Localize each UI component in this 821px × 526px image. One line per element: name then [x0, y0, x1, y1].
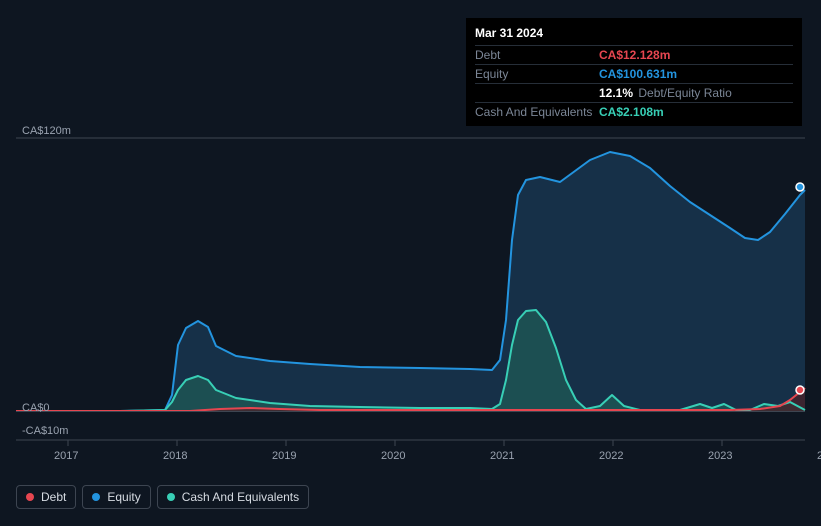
tooltip-row-label: Debt — [475, 48, 599, 62]
tooltip-row-value: CA$100.631m — [599, 67, 677, 81]
legend-dot-icon — [167, 493, 175, 501]
tooltip: Mar 31 2024 DebtCA$12.128mEquityCA$100.6… — [466, 18, 802, 126]
x-axis-label: 2017 — [54, 450, 78, 462]
chart-container: CA$120m CA$0 -CA$10m 2017 2018 2019 2020 202… — [0, 0, 821, 526]
tooltip-row-suffix: Debt/Equity Ratio — [635, 86, 732, 100]
tooltip-row-value: CA$12.128m — [599, 48, 670, 62]
tooltip-row: Cash And EquivalentsCA$2.108m — [475, 102, 793, 121]
y-axis-label-bottom: -CA$10m — [22, 425, 68, 437]
tooltip-row-value: CA$2.108m — [599, 105, 664, 119]
y-axis-label-top: CA$120m — [22, 125, 71, 137]
legend-item-label: Cash And Equivalents — [182, 490, 299, 504]
legend-dot-icon — [26, 493, 34, 501]
x-axis-label: 2023 — [708, 450, 732, 462]
legend: Debt Equity Cash And Equivalents — [16, 485, 309, 509]
tooltip-row-label: Cash And Equivalents — [475, 105, 599, 119]
legend-item-label: Equity — [107, 490, 140, 504]
tooltip-row-label: Equity — [475, 67, 599, 81]
tooltip-row-label — [475, 86, 599, 100]
x-axis-label: 2022 — [599, 450, 623, 462]
x-axis-label: 2018 — [163, 450, 187, 462]
legend-item-debt[interactable]: Debt — [16, 485, 76, 509]
legend-item-equity[interactable]: Equity — [82, 485, 150, 509]
x-axis-label: 2020 — [381, 450, 405, 462]
tooltip-row: DebtCA$12.128m — [475, 45, 793, 64]
tooltip-title: Mar 31 2024 — [475, 23, 793, 45]
tooltip-row: EquityCA$100.631m — [475, 64, 793, 83]
x-axis-label: 2021 — [490, 450, 514, 462]
legend-dot-icon — [92, 493, 100, 501]
x-axis-label: 2024 — [817, 450, 821, 462]
legend-item-cash[interactable]: Cash And Equivalents — [157, 485, 309, 509]
x-axis-label: 2019 — [272, 450, 296, 462]
tooltip-row-value: 12.1% Debt/Equity Ratio — [599, 86, 732, 100]
tooltip-row: 12.1% Debt/Equity Ratio — [475, 83, 793, 102]
y-axis-label-zero: CA$0 — [22, 402, 50, 414]
legend-item-label: Debt — [41, 490, 66, 504]
